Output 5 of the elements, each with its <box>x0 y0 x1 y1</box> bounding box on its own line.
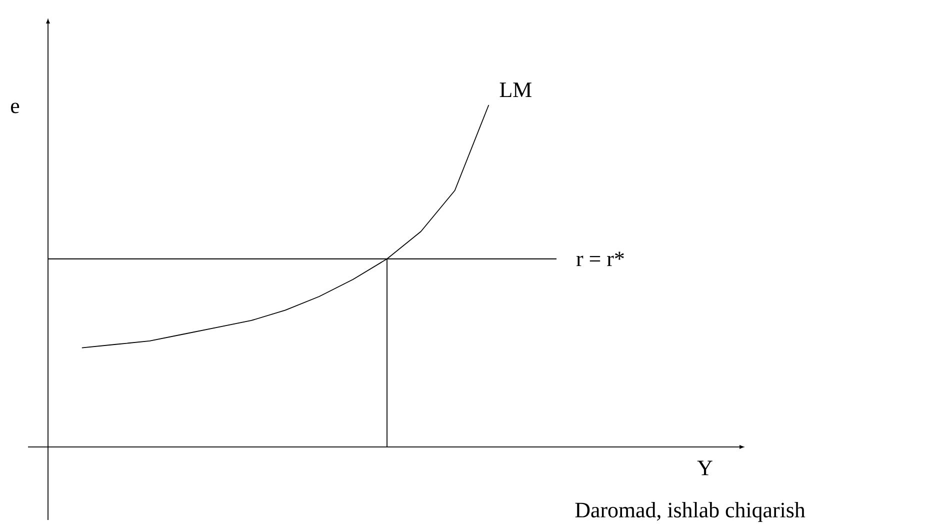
series-label: r = r* <box>576 252 624 266</box>
text: Daromad, ishlab chiqarish <box>575 502 806 522</box>
series-label: LM <box>500 82 532 97</box>
y-axis-title: e <box>11 102 20 114</box>
text: Y <box>697 460 712 476</box>
